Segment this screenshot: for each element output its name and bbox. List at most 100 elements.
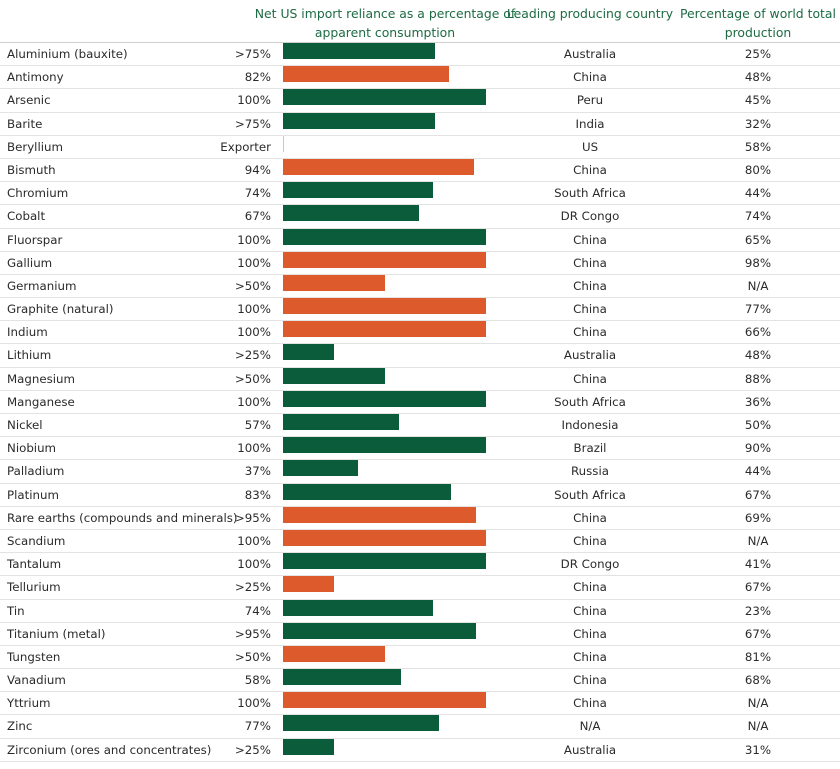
import-reliance-bar <box>283 298 486 315</box>
leading-country: China <box>573 626 607 641</box>
import-reliance-label: 100% <box>237 533 271 548</box>
mineral-name: Scandium <box>7 533 66 548</box>
leading-country: South Africa <box>554 487 626 502</box>
bar-track <box>283 135 488 152</box>
leading-country: China <box>573 580 607 595</box>
leading-country: China <box>573 603 607 618</box>
world-share: 36% <box>744 394 772 409</box>
leading-country: Brazil <box>573 441 607 456</box>
leading-country: China <box>573 302 607 317</box>
import-reliance-label: 100% <box>237 557 271 572</box>
mineral-name: Tin <box>7 603 25 618</box>
import-reliance-bar <box>283 622 476 639</box>
bar-track <box>283 344 488 361</box>
bar-track <box>283 367 488 384</box>
header-world-share: Percentage of world total production <box>680 6 836 40</box>
import-reliance-bar <box>283 251 486 268</box>
mineral-name: Tantalum <box>7 557 62 572</box>
mineral-name: Arsenic <box>7 93 51 108</box>
world-share: 67% <box>744 626 772 641</box>
import-reliance-label: >95% <box>234 510 271 525</box>
world-share: 45% <box>744 93 772 108</box>
import-reliance-bar <box>283 553 486 570</box>
mineral-name: Platinum <box>7 487 59 502</box>
bar-track <box>283 414 488 430</box>
table-row: Bismuth 94% China 80% <box>0 158 840 183</box>
leading-country: China <box>573 162 607 177</box>
mineral-name: Lithium <box>7 348 52 363</box>
import-reliance-bar <box>283 344 334 361</box>
mineral-name: Gallium <box>7 255 53 270</box>
table-row: Platinum 83% South Africa 67% <box>0 483 840 507</box>
import-reliance-label: >75% <box>234 47 271 61</box>
import-reliance-label: 67% <box>244 209 271 224</box>
import-reliance-bar <box>283 529 486 546</box>
mineral-name: Titanium (metal) <box>7 626 106 641</box>
import-reliance-label: 100% <box>237 325 271 340</box>
mineral-name: Zirconium (ores and concentrates) <box>7 742 212 757</box>
import-reliance-label: >25% <box>234 348 271 363</box>
world-share: 32% <box>744 116 772 131</box>
mineral-name: Zinc <box>7 719 33 734</box>
mineral-name: Antimony <box>7 70 64 85</box>
bar-track <box>283 738 488 755</box>
table-row: Arsenic 100% Peru 45% <box>0 89 840 113</box>
table-row: Niobium 100% Brazil 90% <box>0 437 840 461</box>
bar-track <box>283 437 488 454</box>
mineral-name: Aluminium (bauxite) <box>7 47 128 61</box>
table-row: Zirconium (ores and concentrates) >25% Aus… <box>0 738 840 762</box>
table-row: Lithium >25% Australia 48% <box>0 344 840 368</box>
import-reliance-bar <box>283 390 486 407</box>
bar-track <box>283 483 488 500</box>
table-row: Graphite (natural) 100% China 77% <box>0 298 840 322</box>
world-share: 67% <box>744 487 772 502</box>
leading-country: China <box>573 325 607 340</box>
leading-country: Indonesia <box>561 418 619 432</box>
import-reliance-label: 82% <box>244 70 271 85</box>
table-row: Cobalt 67% DR Congo 74% <box>0 205 840 229</box>
leading-country: China <box>573 649 607 664</box>
world-share: 74% <box>744 209 772 224</box>
mineral-name: Germanium <box>7 278 77 293</box>
header-import-reliance: Net US import reliance as a percentage o… <box>254 6 516 40</box>
world-share: 77% <box>744 302 772 317</box>
table-row: Barite >75% India 32% <box>0 112 840 136</box>
table-row: Gallium 100% China 98% <box>0 251 840 275</box>
world-share: 90% <box>744 441 772 456</box>
leading-country: DR Congo <box>560 557 620 572</box>
table-row: Nickel 57% Indonesia 50% <box>0 414 840 438</box>
import-reliance-bar <box>283 506 476 523</box>
table-row: Chromium 74% South Africa 44% <box>0 182 840 206</box>
import-reliance-label: 100% <box>237 255 271 270</box>
import-reliance-bar <box>283 437 486 454</box>
bar-track <box>283 599 488 616</box>
leading-country: India <box>575 116 605 131</box>
import-reliance-bar <box>283 135 284 152</box>
import-reliance-label: Exporter <box>220 139 271 154</box>
import-reliance-label: 100% <box>237 696 271 711</box>
import-reliance-label: 100% <box>237 394 271 409</box>
world-share: 48% <box>744 70 772 85</box>
world-share: N/A <box>747 719 769 734</box>
import-reliance-bar <box>283 112 435 129</box>
bar-track <box>283 112 488 129</box>
table-row: Tellurium >25% China 67% <box>0 576 840 600</box>
leading-country: China <box>573 371 607 386</box>
import-reliance-label: 94% <box>244 162 271 177</box>
leading-country: Australia <box>563 348 617 363</box>
bar-track <box>283 553 488 570</box>
world-share: 88% <box>744 371 772 386</box>
import-reliance-bar <box>283 483 451 500</box>
leading-country: China <box>573 673 607 688</box>
table-row: Magnesium >50% China 88% <box>0 367 840 391</box>
world-share: 44% <box>744 464 772 479</box>
leading-country: Australia <box>563 742 617 757</box>
header-divider <box>0 42 840 43</box>
world-share: N/A <box>747 278 769 293</box>
table-row: Tantalum 100% DR Congo 41% <box>0 553 840 577</box>
leading-country: China <box>573 70 607 85</box>
table-row: Fluorspar 100% China 65% <box>0 228 840 252</box>
leading-country: Russia <box>571 464 609 479</box>
import-reliance-bar <box>283 645 385 662</box>
import-reliance-bar <box>283 228 486 245</box>
